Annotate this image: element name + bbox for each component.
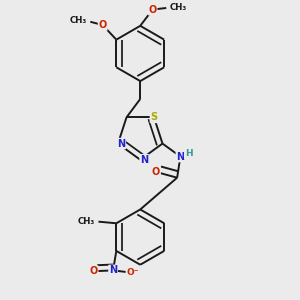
Text: N: N xyxy=(140,155,148,165)
Text: N: N xyxy=(109,266,117,275)
Text: CH₃: CH₃ xyxy=(70,16,87,25)
Text: O: O xyxy=(98,20,107,30)
Text: N: N xyxy=(176,152,184,162)
Text: S: S xyxy=(150,112,158,122)
Text: O: O xyxy=(152,167,160,177)
Text: O: O xyxy=(148,4,157,15)
Text: H: H xyxy=(185,149,192,158)
Text: CH₃: CH₃ xyxy=(169,4,187,13)
Text: O: O xyxy=(89,266,98,276)
Text: CH₃: CH₃ xyxy=(77,217,94,226)
Text: N: N xyxy=(117,139,125,148)
Text: O⁻: O⁻ xyxy=(126,268,139,277)
